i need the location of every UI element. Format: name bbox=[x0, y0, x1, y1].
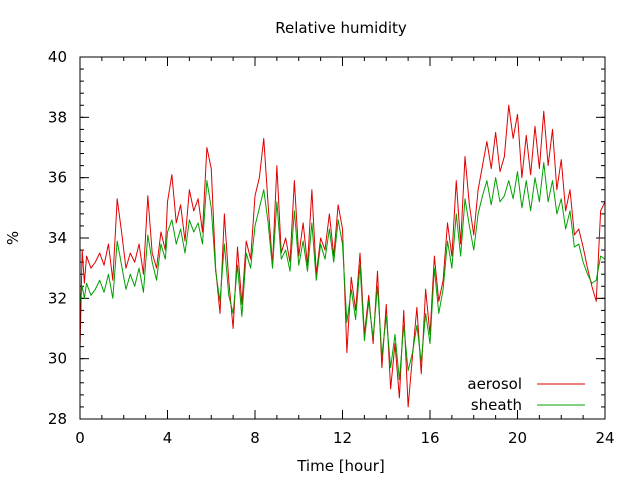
x-tick-label: 4 bbox=[163, 429, 173, 447]
legend-label-aerosol: aerosol bbox=[467, 375, 522, 393]
x-tick-label: 24 bbox=[595, 429, 614, 447]
x-tick-label: 12 bbox=[333, 429, 352, 447]
plot-frame bbox=[79, 56, 606, 420]
legend: aerosol sheath bbox=[467, 375, 585, 414]
y-tick-label: 28 bbox=[48, 410, 67, 428]
x-axis-label: Time [hour] bbox=[296, 457, 385, 475]
axis-ticks: 0 4 8 12 16 20 24 28 30 32 34 36 38 40 bbox=[48, 48, 615, 447]
series-layer bbox=[79, 104, 606, 408]
x-tick-label: 16 bbox=[420, 429, 439, 447]
x-tick-label: 8 bbox=[250, 429, 260, 447]
legend-label-sheath: sheath bbox=[471, 396, 522, 414]
series-line-aerosol bbox=[79, 104, 606, 408]
x-tick-label: 0 bbox=[75, 429, 85, 447]
y-tick-label: 40 bbox=[48, 48, 67, 66]
y-tick-label: 32 bbox=[48, 289, 67, 307]
y-tick-label: 34 bbox=[48, 229, 67, 247]
x-tick-label: 20 bbox=[508, 429, 527, 447]
y-tick-label: 38 bbox=[48, 108, 67, 126]
series-line-sheath bbox=[79, 162, 606, 381]
chart-title: Relative humidity bbox=[275, 19, 407, 37]
y-axis-label: % bbox=[4, 231, 22, 245]
y-tick-label: 30 bbox=[48, 350, 67, 368]
y-tick-label: 36 bbox=[48, 169, 67, 187]
